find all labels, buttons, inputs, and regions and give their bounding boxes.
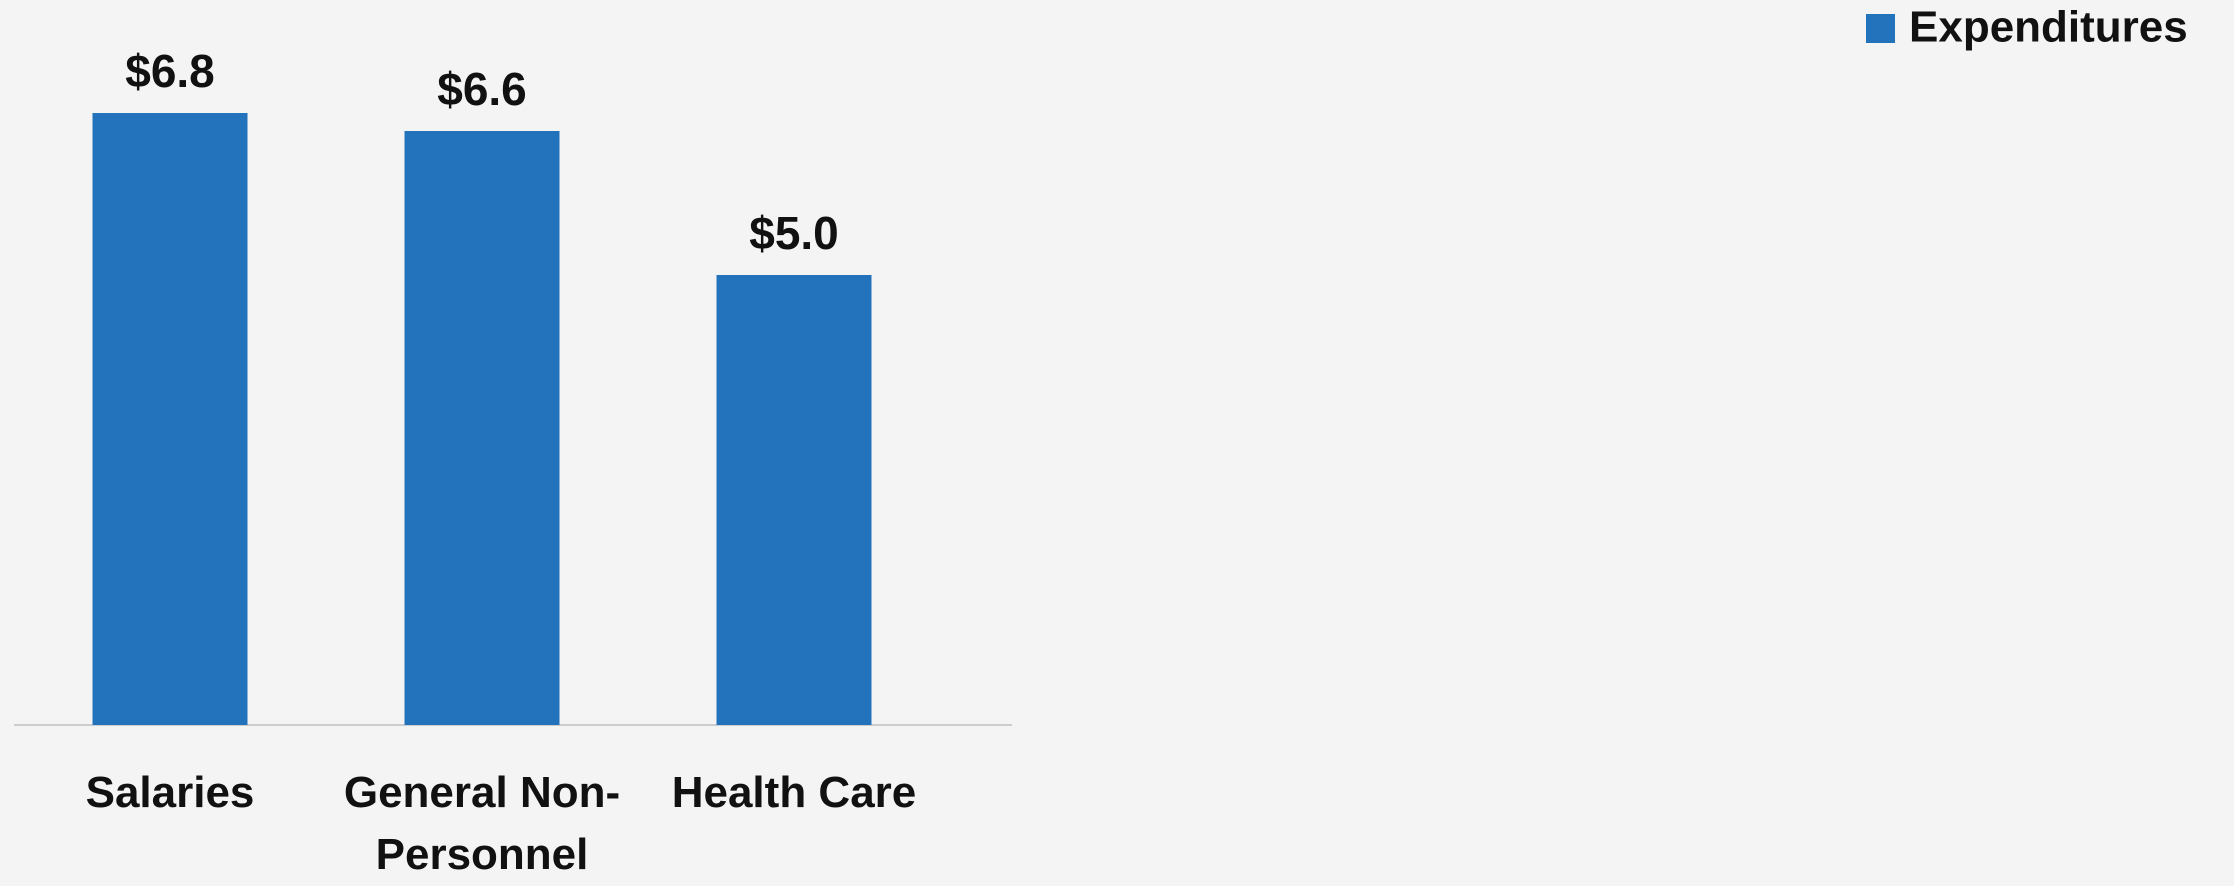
legend-swatch (1866, 14, 1895, 43)
bar (716, 275, 872, 725)
legend-label: Expenditures (1909, 3, 2188, 52)
x-tick-label: General Non-Personnel (343, 768, 621, 879)
value-label: $5.0 (749, 207, 839, 259)
x-tick-label: Health Care (671, 768, 917, 817)
value-label: $6.6 (437, 63, 527, 115)
bar (92, 113, 248, 725)
x-tick-label: Salaries (85, 768, 255, 817)
value-label: $6.8 (125, 45, 215, 97)
bar (404, 131, 560, 725)
